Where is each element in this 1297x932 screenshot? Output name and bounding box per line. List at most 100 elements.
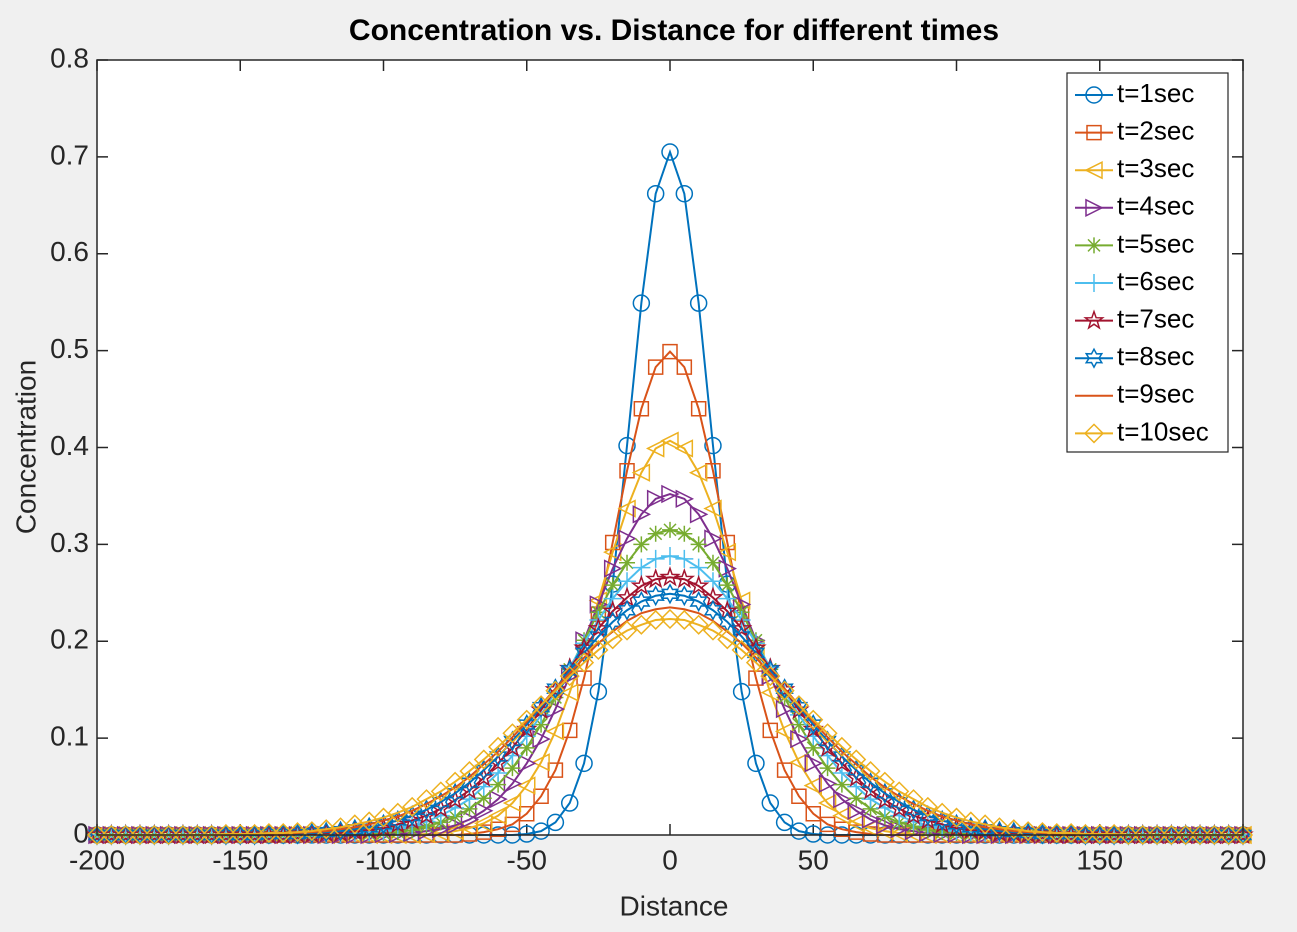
data-point — [660, 583, 680, 605]
data-point — [459, 761, 480, 782]
data-point — [518, 825, 536, 843]
data-point — [690, 401, 707, 417]
legend-label: t=8sec — [1117, 341, 1194, 371]
data-point — [689, 294, 708, 312]
data-point — [661, 143, 679, 161]
data-point — [545, 722, 565, 741]
data-point — [790, 729, 809, 749]
data-point — [960, 811, 981, 832]
data-point — [662, 343, 678, 360]
axes-box — [96, 59, 1244, 836]
data-point — [647, 525, 664, 542]
data-point — [675, 549, 694, 568]
data-point — [946, 807, 967, 828]
data-point — [889, 781, 910, 802]
data-point — [804, 754, 823, 773]
data-point — [675, 585, 694, 607]
data-point — [688, 614, 709, 635]
legend-label: t=5sec — [1117, 228, 1194, 258]
y-tick-label: 0.6 — [50, 236, 89, 267]
data-point — [674, 609, 695, 630]
data-point — [604, 534, 621, 551]
data-point — [517, 776, 536, 795]
y-tick-label: 0 — [73, 817, 89, 848]
data-point — [461, 800, 478, 817]
data-point — [790, 822, 808, 840]
legend-label: t=1sec — [1117, 78, 1194, 108]
data-point — [804, 825, 822, 843]
data-point — [619, 463, 635, 479]
data-point — [531, 753, 550, 772]
data-point — [788, 695, 809, 716]
data-point — [702, 620, 724, 641]
data-point — [1161, 824, 1182, 846]
data-point — [1175, 824, 1196, 846]
y-tick-label: 0.2 — [50, 624, 89, 655]
data-point — [1061, 823, 1082, 844]
data-point — [662, 521, 678, 538]
data-point — [430, 781, 451, 802]
data-point — [244, 823, 265, 845]
legend: t=1sec t=2sec t=3sec t=4sec t=5sec t=6sec t=7s… — [1066, 72, 1229, 453]
data-point — [545, 680, 566, 701]
data-point — [504, 816, 521, 833]
data-point — [762, 722, 779, 739]
data-point — [803, 776, 822, 795]
data-point — [647, 359, 664, 375]
data-point — [717, 629, 738, 650]
data-point — [774, 680, 795, 701]
data-point — [632, 505, 652, 524]
data-point — [230, 823, 251, 845]
data-point — [589, 625, 608, 647]
data-point — [760, 666, 781, 687]
x-tick-label: -50 — [507, 844, 547, 875]
data-point — [832, 745, 852, 768]
data-point — [748, 670, 764, 686]
data-point — [1146, 824, 1168, 846]
data-point — [831, 736, 852, 757]
data-point — [560, 794, 579, 812]
data-point — [488, 806, 507, 825]
data-point — [989, 817, 1010, 838]
data-point — [504, 760, 521, 777]
data-point — [575, 754, 593, 773]
data-point — [531, 695, 552, 716]
legend-label: t=4sec — [1117, 191, 1194, 221]
data-point — [846, 814, 865, 833]
data-point — [502, 793, 522, 813]
data-point — [547, 762, 564, 778]
y-tick-label: 0.1 — [50, 721, 89, 752]
data-point — [86, 824, 108, 846]
data-point — [645, 609, 666, 630]
data-point — [533, 788, 549, 804]
x-tick-label: -100 — [355, 844, 411, 875]
data-point — [101, 824, 122, 846]
y-tick-label: 0.7 — [50, 139, 89, 170]
data-point — [861, 772, 880, 794]
legend-marker — [1086, 124, 1102, 141]
legend-marker — [1085, 274, 1103, 292]
data-point — [761, 794, 780, 812]
data-point — [645, 439, 665, 458]
data-point — [1032, 822, 1053, 843]
data-point — [917, 796, 938, 817]
data-point — [560, 683, 579, 702]
data-point — [789, 696, 809, 718]
data-point — [847, 801, 866, 820]
data-point — [818, 774, 838, 793]
data-point — [775, 678, 794, 700]
data-point — [775, 813, 794, 832]
data-point — [1089, 823, 1110, 845]
x-tick-label: 150 — [1076, 844, 1123, 875]
x-tick-label: -150 — [212, 844, 268, 875]
data-point — [603, 589, 622, 608]
data-point — [273, 823, 294, 844]
data-point — [862, 800, 879, 817]
data-point — [644, 567, 667, 589]
data-point — [1204, 824, 1225, 846]
data-point — [532, 822, 550, 840]
data-point — [688, 463, 708, 482]
data-point — [604, 577, 621, 594]
data-point — [460, 772, 479, 794]
